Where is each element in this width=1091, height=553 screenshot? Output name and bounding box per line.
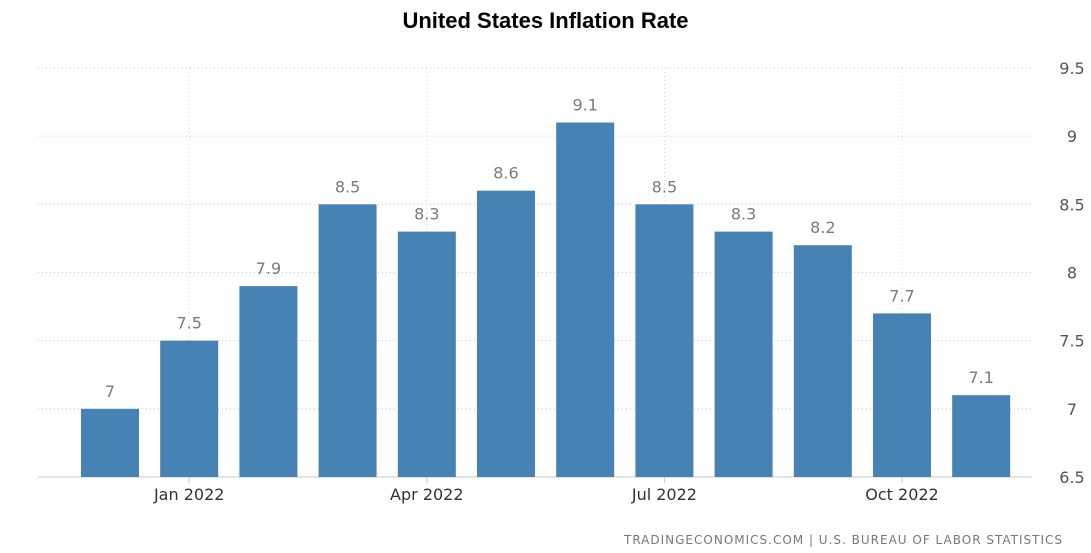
y-tick-label: 9.5	[1059, 59, 1084, 78]
x-axis: Jan 2022 Apr 2022 Jul 2022 Oct 2022	[153, 485, 939, 504]
y-tick-label: 8.5	[1059, 195, 1084, 214]
bar-value-label: 7.7	[889, 286, 914, 305]
x-tick-label: Oct 2022	[865, 485, 938, 504]
bar-value-label: 7.1	[968, 368, 993, 387]
bar	[952, 395, 1011, 477]
bar	[477, 190, 535, 477]
bar	[81, 408, 139, 477]
bar	[873, 313, 931, 477]
y-axis: 6.5 7 7.5 8 8.5 9 9.5	[1059, 59, 1084, 487]
x-tick-label: Jan 2022	[153, 485, 224, 504]
x-tick-label: Jul 2022	[631, 485, 697, 504]
chart-title: United States Inflation Rate	[402, 8, 689, 33]
bar-value-label: 9.1	[572, 96, 597, 115]
bars	[81, 122, 1011, 478]
bar	[635, 204, 694, 478]
y-tick-label: 6.5	[1059, 468, 1084, 487]
bar-value-label: 8.3	[414, 205, 439, 224]
bar-value-label: 7.9	[256, 259, 281, 278]
y-tick-label: 8	[1067, 264, 1077, 283]
bar	[714, 231, 773, 477]
bar-value-label: 7.5	[176, 314, 201, 333]
bar	[160, 340, 219, 477]
y-tick-label: 7.5	[1059, 332, 1084, 351]
bar	[239, 286, 298, 477]
bar-value-label: 8.3	[731, 205, 756, 224]
bar-value-label: 8.5	[335, 177, 360, 196]
bar-value-label: 8.5	[652, 177, 677, 196]
y-tick-label: 9	[1067, 127, 1077, 146]
bar-value-label: 8.2	[810, 218, 835, 237]
bar	[556, 122, 615, 478]
bar	[318, 204, 377, 478]
data-labels: 7 7.5 7.9 8.5 8.3 8.6 9.1 8.5 8.3 8.2 7.7 7.1	[105, 96, 994, 401]
bar-value-label: 7	[105, 382, 115, 401]
bar	[397, 231, 456, 477]
bar-value-label: 8.6	[493, 164, 518, 183]
source-credit: TRADINGECONOMICS.COM | U.S. BUREAU OF LA…	[623, 533, 1063, 547]
x-tick-label: Apr 2022	[390, 485, 463, 504]
bar	[793, 245, 852, 477]
y-tick-label: 7	[1067, 400, 1077, 419]
